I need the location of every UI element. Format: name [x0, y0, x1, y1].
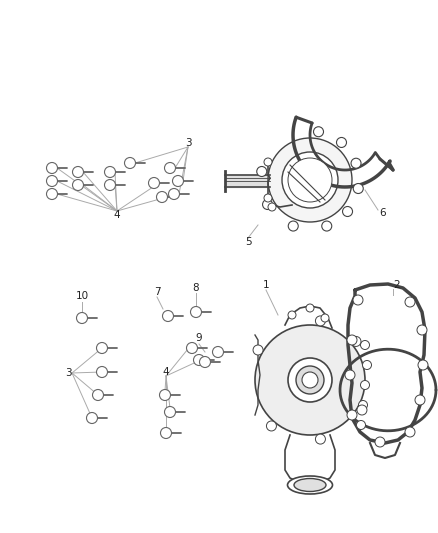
Text: 9: 9: [196, 333, 202, 343]
Circle shape: [156, 191, 167, 203]
Circle shape: [162, 311, 173, 321]
Circle shape: [282, 152, 338, 208]
Circle shape: [148, 177, 159, 189]
Circle shape: [315, 316, 325, 326]
Circle shape: [96, 343, 107, 353]
Circle shape: [264, 194, 272, 202]
Text: 7: 7: [154, 287, 160, 297]
Ellipse shape: [294, 479, 326, 491]
Text: 5: 5: [245, 237, 251, 247]
Circle shape: [343, 206, 353, 216]
Circle shape: [199, 357, 211, 367]
Circle shape: [405, 427, 415, 437]
Circle shape: [288, 358, 332, 402]
Circle shape: [268, 203, 276, 211]
Circle shape: [322, 221, 332, 231]
Circle shape: [191, 306, 201, 318]
Circle shape: [357, 421, 365, 430]
Circle shape: [165, 163, 176, 174]
Circle shape: [187, 343, 198, 353]
Circle shape: [315, 434, 325, 444]
Text: 1: 1: [263, 280, 269, 290]
Circle shape: [169, 189, 180, 199]
Circle shape: [257, 166, 267, 176]
Circle shape: [358, 400, 367, 409]
Circle shape: [314, 127, 324, 137]
Circle shape: [264, 158, 272, 166]
Circle shape: [351, 336, 361, 346]
Circle shape: [165, 407, 176, 417]
Circle shape: [288, 311, 296, 319]
Circle shape: [173, 175, 184, 187]
Circle shape: [353, 295, 363, 305]
Circle shape: [92, 390, 103, 400]
Circle shape: [96, 367, 107, 377]
Circle shape: [321, 314, 329, 322]
Circle shape: [268, 138, 352, 222]
Ellipse shape: [287, 476, 332, 494]
Circle shape: [288, 158, 332, 202]
Circle shape: [288, 221, 298, 231]
Circle shape: [77, 312, 88, 324]
Text: 8: 8: [193, 283, 199, 293]
Text: 10: 10: [75, 291, 88, 301]
Circle shape: [194, 354, 205, 366]
Circle shape: [360, 381, 370, 390]
Circle shape: [253, 345, 263, 355]
Circle shape: [296, 366, 324, 394]
Circle shape: [351, 158, 361, 168]
Circle shape: [336, 138, 346, 148]
Circle shape: [363, 360, 371, 369]
Text: 3: 3: [65, 368, 71, 378]
Circle shape: [159, 390, 170, 400]
Circle shape: [46, 189, 57, 199]
Circle shape: [375, 437, 385, 447]
Circle shape: [345, 370, 355, 380]
Text: 3: 3: [185, 138, 191, 148]
Circle shape: [105, 166, 116, 177]
Circle shape: [405, 297, 415, 307]
Circle shape: [73, 180, 84, 190]
Circle shape: [255, 325, 365, 435]
Circle shape: [360, 341, 370, 350]
Circle shape: [353, 183, 363, 193]
Circle shape: [418, 360, 428, 370]
Circle shape: [46, 163, 57, 174]
Circle shape: [347, 335, 357, 345]
Circle shape: [302, 372, 318, 388]
Circle shape: [347, 410, 357, 420]
Circle shape: [417, 325, 427, 335]
Circle shape: [124, 157, 135, 168]
Circle shape: [357, 405, 367, 415]
Circle shape: [306, 304, 314, 312]
Circle shape: [262, 199, 272, 209]
Circle shape: [46, 175, 57, 187]
Circle shape: [160, 427, 172, 439]
Circle shape: [415, 395, 425, 405]
Text: 2: 2: [394, 280, 400, 290]
Text: 4: 4: [114, 210, 120, 220]
Circle shape: [105, 180, 116, 190]
Circle shape: [266, 421, 276, 431]
Text: 4: 4: [162, 367, 170, 377]
Circle shape: [86, 413, 98, 424]
Circle shape: [212, 346, 223, 358]
Circle shape: [73, 166, 84, 177]
Text: 6: 6: [380, 208, 386, 218]
